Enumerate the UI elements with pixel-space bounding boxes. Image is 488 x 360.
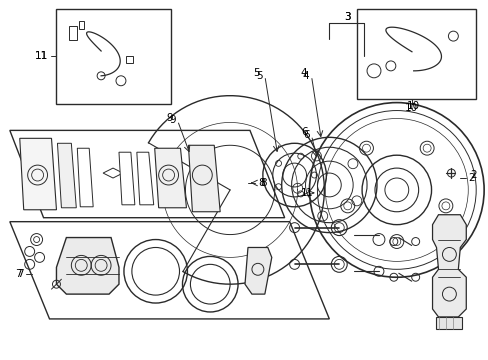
Bar xyxy=(356,9,475,99)
Text: 6: 6 xyxy=(302,130,309,140)
Text: 2: 2 xyxy=(469,170,476,180)
Text: 4: 4 xyxy=(300,68,307,78)
Text: 8: 8 xyxy=(257,178,264,188)
Text: 7: 7 xyxy=(15,269,21,279)
Text: 4: 4 xyxy=(302,71,309,81)
Bar xyxy=(69,26,77,40)
Text: 10: 10 xyxy=(407,100,419,111)
Bar xyxy=(126,56,133,63)
Polygon shape xyxy=(20,138,56,210)
Bar xyxy=(435,317,461,329)
Text: 3: 3 xyxy=(343,12,350,22)
Polygon shape xyxy=(77,148,93,207)
Text: 2: 2 xyxy=(468,173,474,183)
Text: 5: 5 xyxy=(253,68,259,78)
Bar xyxy=(56,9,170,104)
Text: 3: 3 xyxy=(343,12,350,22)
Text: 8: 8 xyxy=(259,178,266,188)
Text: 1: 1 xyxy=(300,188,307,198)
Polygon shape xyxy=(244,247,271,294)
Polygon shape xyxy=(137,152,153,205)
Text: 11: 11 xyxy=(35,51,48,61)
Text: 9: 9 xyxy=(165,113,172,123)
Text: 7: 7 xyxy=(17,269,24,279)
Text: 5: 5 xyxy=(256,71,263,81)
Polygon shape xyxy=(432,215,466,317)
Text: 1: 1 xyxy=(305,188,312,198)
Polygon shape xyxy=(119,152,135,205)
Polygon shape xyxy=(154,148,186,208)
Text: 9: 9 xyxy=(168,116,175,126)
Bar xyxy=(79,21,84,29)
Polygon shape xyxy=(188,145,220,212)
Text: 10: 10 xyxy=(405,103,417,113)
Text: 11: 11 xyxy=(35,51,48,61)
Polygon shape xyxy=(57,143,76,208)
Text: 6: 6 xyxy=(300,127,307,138)
Polygon shape xyxy=(56,238,119,294)
